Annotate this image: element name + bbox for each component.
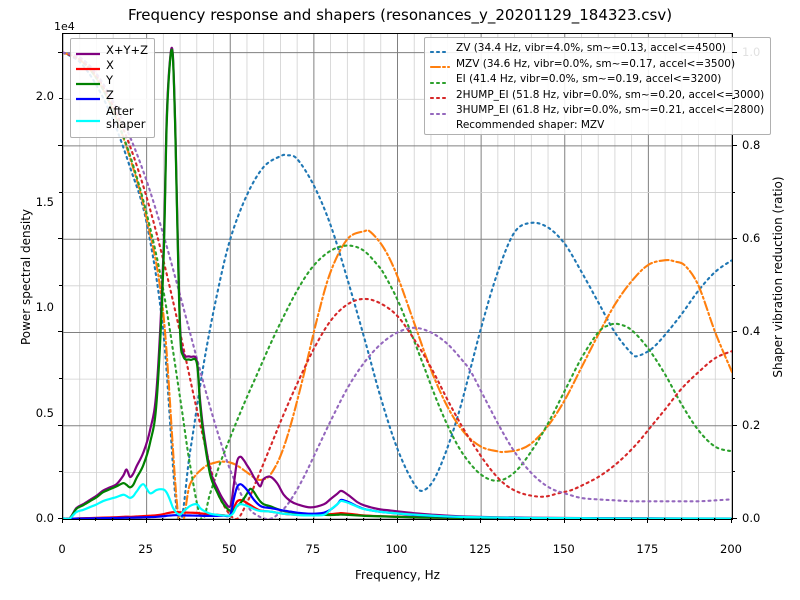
- y-axis-multiplier: 1e4: [54, 20, 75, 33]
- legend-item-shaper[interactable]: MZV (34.6 Hz, vibr=0.0%, sm~=0.17, accel…: [429, 57, 764, 73]
- x-tick-label: 0: [58, 542, 66, 556]
- y-tick-label-left: 1.0: [35, 300, 54, 315]
- legend-item-shaper[interactable]: EI (41.4 Hz, vibr=0.0%, sm~=0.19, accel<…: [429, 72, 764, 88]
- legend-swatch: [429, 58, 451, 70]
- legend-swatch: [429, 74, 451, 86]
- x-tick-label: 200: [720, 542, 742, 556]
- y-tick-label-right: 0.0: [742, 511, 761, 525]
- legend-swatch: [75, 112, 101, 124]
- x-tick-label: 175: [636, 542, 659, 556]
- x-tick-label: 125: [469, 542, 492, 556]
- legend-swatch: [429, 89, 451, 101]
- y-tick-label-left: 1.5: [35, 194, 54, 209]
- legend-item-shaper[interactable]: ZV (34.4 Hz, vibr=4.0%, sm~=0.13, accel<…: [429, 41, 764, 57]
- recommended-shaper-note: Recommended shaper: MZV: [456, 118, 605, 131]
- legend-label: 3HUMP_EI (61.8 Hz, vibr=0.0%, sm~=0.21, …: [456, 104, 765, 117]
- y-tick-label-right: 0.6: [742, 231, 761, 246]
- y-axis-label-left: Power spectral density: [19, 208, 33, 345]
- x-tick-label: 75: [305, 542, 321, 556]
- legend-swatch: [429, 105, 451, 117]
- legend-item[interactable]: X+Y+Z: [75, 43, 148, 58]
- legend-item[interactable]: After shaper: [75, 103, 148, 133]
- x-axis-label: Frequency, Hz: [355, 568, 440, 582]
- legend-item[interactable]: Y: [75, 73, 148, 88]
- y-tick-label-right: 0.4: [742, 324, 761, 339]
- legend-label: Z: [106, 88, 114, 102]
- legend-item-shaper[interactable]: 3HUMP_EI (61.8 Hz, vibr=0.0%, sm~=0.21, …: [429, 103, 765, 119]
- y-tick-label-left: 0.5: [35, 405, 54, 420]
- legend-label: After shaper: [106, 104, 146, 131]
- y-tick-label-left: 0.0: [35, 511, 54, 525]
- legend-item[interactable]: Z: [75, 88, 148, 103]
- legend-label: X: [106, 58, 114, 72]
- legend-swatch: [429, 43, 451, 55]
- legend-item-shaper[interactable]: 2HUMP_EI (51.8 Hz, vibr=0.0%, sm~=0.20, …: [429, 88, 765, 104]
- legend-swatch: [75, 75, 101, 87]
- legend-label: ZV (34.4 Hz, vibr=4.0%, sm~=0.13, accel<…: [456, 42, 726, 55]
- legend-psd: X+Y+Z X Y Z After shaper: [70, 38, 156, 138]
- legend-label: Y: [106, 73, 114, 87]
- x-tick-label: 150: [552, 542, 575, 556]
- x-tick-label: 25: [138, 542, 153, 556]
- chart-title: Frequency response and shapers (resonanc…: [127, 6, 673, 24]
- legend-swatch: [75, 90, 101, 102]
- legend-swatch: [75, 60, 101, 72]
- legend-label: 2HUMP_EI (51.8 Hz, vibr=0.0%, sm~=0.20, …: [456, 88, 765, 101]
- x-tick-label: 50: [221, 542, 237, 556]
- legend-swatch: [75, 45, 101, 57]
- y-tick-label-left: 2.0: [35, 89, 54, 104]
- legend-item[interactable]: X: [75, 58, 148, 73]
- legend-label: X+Y+Z: [106, 43, 149, 57]
- legend-shapers: ZV (34.4 Hz, vibr=4.0%, sm~=0.13, accel<…: [424, 37, 772, 135]
- y-axis-label-right: Shaper vibration reduction (ratio): [771, 175, 785, 378]
- y-tick-label-right: 0.8: [742, 137, 761, 152]
- y-tick-label-right: 0.2: [742, 417, 761, 432]
- legend-label: MZV (34.6 Hz, vibr=0.0%, sm~=0.17, accel…: [456, 57, 736, 70]
- x-tick-label: 100: [385, 542, 408, 556]
- legend-label: EI (41.4 Hz, vibr=0.0%, sm~=0.19, accel<…: [456, 73, 722, 86]
